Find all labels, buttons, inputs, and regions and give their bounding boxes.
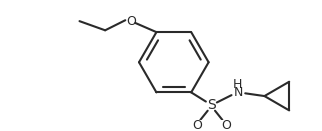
Text: O: O (221, 119, 231, 131)
Text: S: S (207, 98, 216, 112)
Text: H: H (232, 78, 242, 91)
Text: O: O (192, 119, 202, 131)
Text: N: N (234, 86, 243, 99)
Text: O: O (126, 15, 136, 28)
